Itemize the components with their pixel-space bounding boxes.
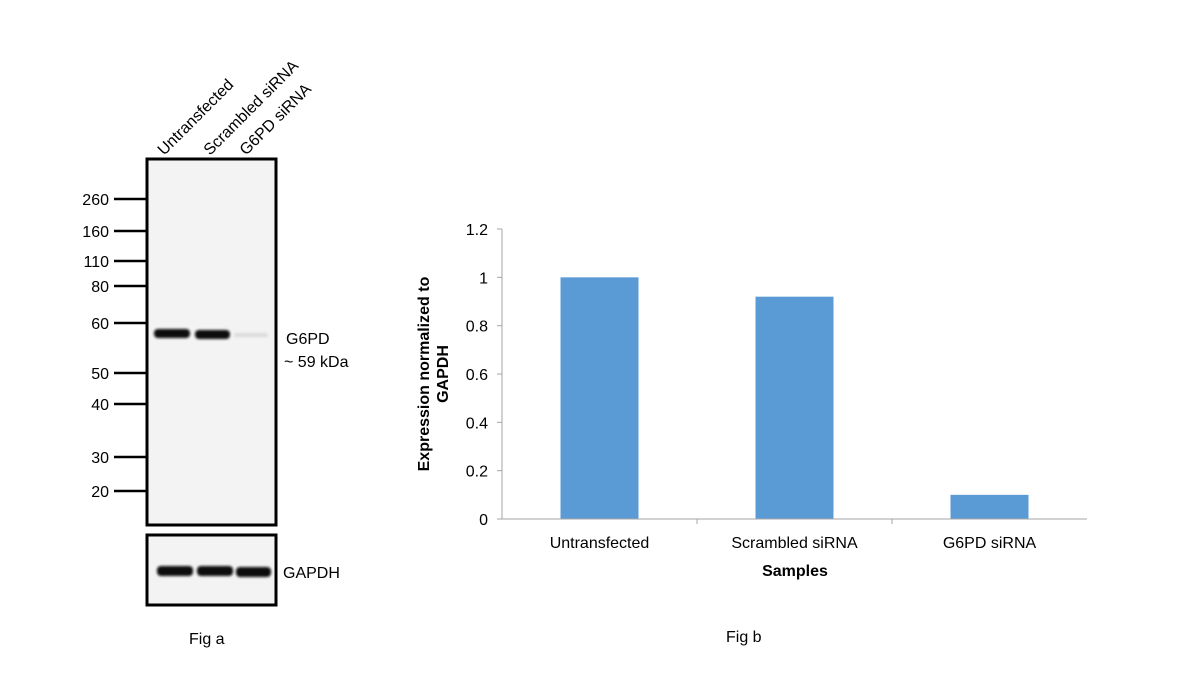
y-tick-label: 0.6	[466, 367, 488, 384]
bar-g6pd-sirna	[950, 494, 1029, 519]
lane-labels: Untransfected Scrambled siRNA G6PD siRNA	[155, 57, 315, 159]
marker-label-30: 30	[91, 450, 109, 467]
marker-label-50: 50	[91, 366, 109, 383]
marker-label-60: 60	[91, 316, 109, 333]
bar-untransfected	[560, 277, 639, 519]
band-g6pd-sirna	[234, 333, 268, 337]
gapdh-band-scrambled-sirna	[197, 566, 233, 576]
marker-ticks	[114, 197, 146, 493]
blot-panel-main	[145, 157, 278, 527]
marker-label-260: 260	[82, 192, 109, 209]
x-tick-label: Untransfected	[550, 535, 650, 552]
target-label: G6PD	[286, 331, 330, 348]
gapdh-band-untransfected	[157, 566, 193, 576]
western-blot-figure: Untransfected Scrambled siRNA G6PD siRNA	[0, 0, 420, 684]
bar-scrambled-sirna	[755, 296, 834, 519]
y-tick-label: 1	[479, 270, 488, 287]
marker-label-160: 160	[82, 224, 109, 241]
y-axis-title: Expression normalized to GAPDH	[416, 276, 452, 471]
y-tick-label: 0.4	[466, 415, 488, 432]
gapdh-bands	[157, 566, 271, 577]
bars	[560, 277, 1029, 519]
y-axis-title-line-2: GAPDH	[435, 345, 452, 403]
figure-b-caption-html: Fig b	[726, 629, 762, 646]
marker-labels: 260 160 110 80 60 50 40 30 20	[82, 192, 109, 501]
x-tick-label: Scrambled siRNA	[731, 535, 858, 552]
marker-label-40: 40	[91, 397, 109, 414]
y-tick-label: 1.2	[466, 222, 488, 239]
x-axis-ticks: Untransfected Scrambled siRNA G6PD siRNA	[550, 519, 1037, 552]
marker-label-110: 110	[83, 254, 109, 271]
bar-chart-figure: 0 0.2 0.4 0.6 0.8 1 1.2 Untransfected Scrambled…	[400, 200, 1120, 600]
x-tick-label: G6PD siRNA	[943, 535, 1037, 552]
marker-label-80: 80	[91, 279, 109, 296]
band-scrambled-sirna	[195, 330, 230, 339]
y-tick-label: 0	[479, 512, 488, 529]
y-axis-ticks: 0 0.2 0.4 0.6 0.8 1 1.2	[466, 222, 502, 529]
y-tick-label: 0.8	[466, 319, 488, 336]
x-axis-title: Samples	[762, 563, 828, 580]
marker-label-20: 20	[91, 484, 109, 501]
gapdh-band-g6pd-sirna	[236, 567, 271, 577]
western-blot-svg: Untransfected Scrambled siRNA G6PD siRNA	[82, 57, 349, 648]
y-tick-label: 0.2	[466, 464, 488, 481]
figure-a-caption: Fig a	[189, 631, 225, 648]
target-size-label: ~ 59 kDa	[284, 354, 349, 371]
g6pd-bands	[154, 329, 268, 339]
loading-control-label: GAPDH	[283, 565, 340, 582]
band-untransfected	[154, 329, 190, 338]
bar-chart-svg: 0 0.2 0.4 0.6 0.8 1 1.2 Untransfected Scrambled…	[416, 222, 1087, 580]
y-axis-title-line-1: Expression normalized to	[416, 276, 433, 471]
